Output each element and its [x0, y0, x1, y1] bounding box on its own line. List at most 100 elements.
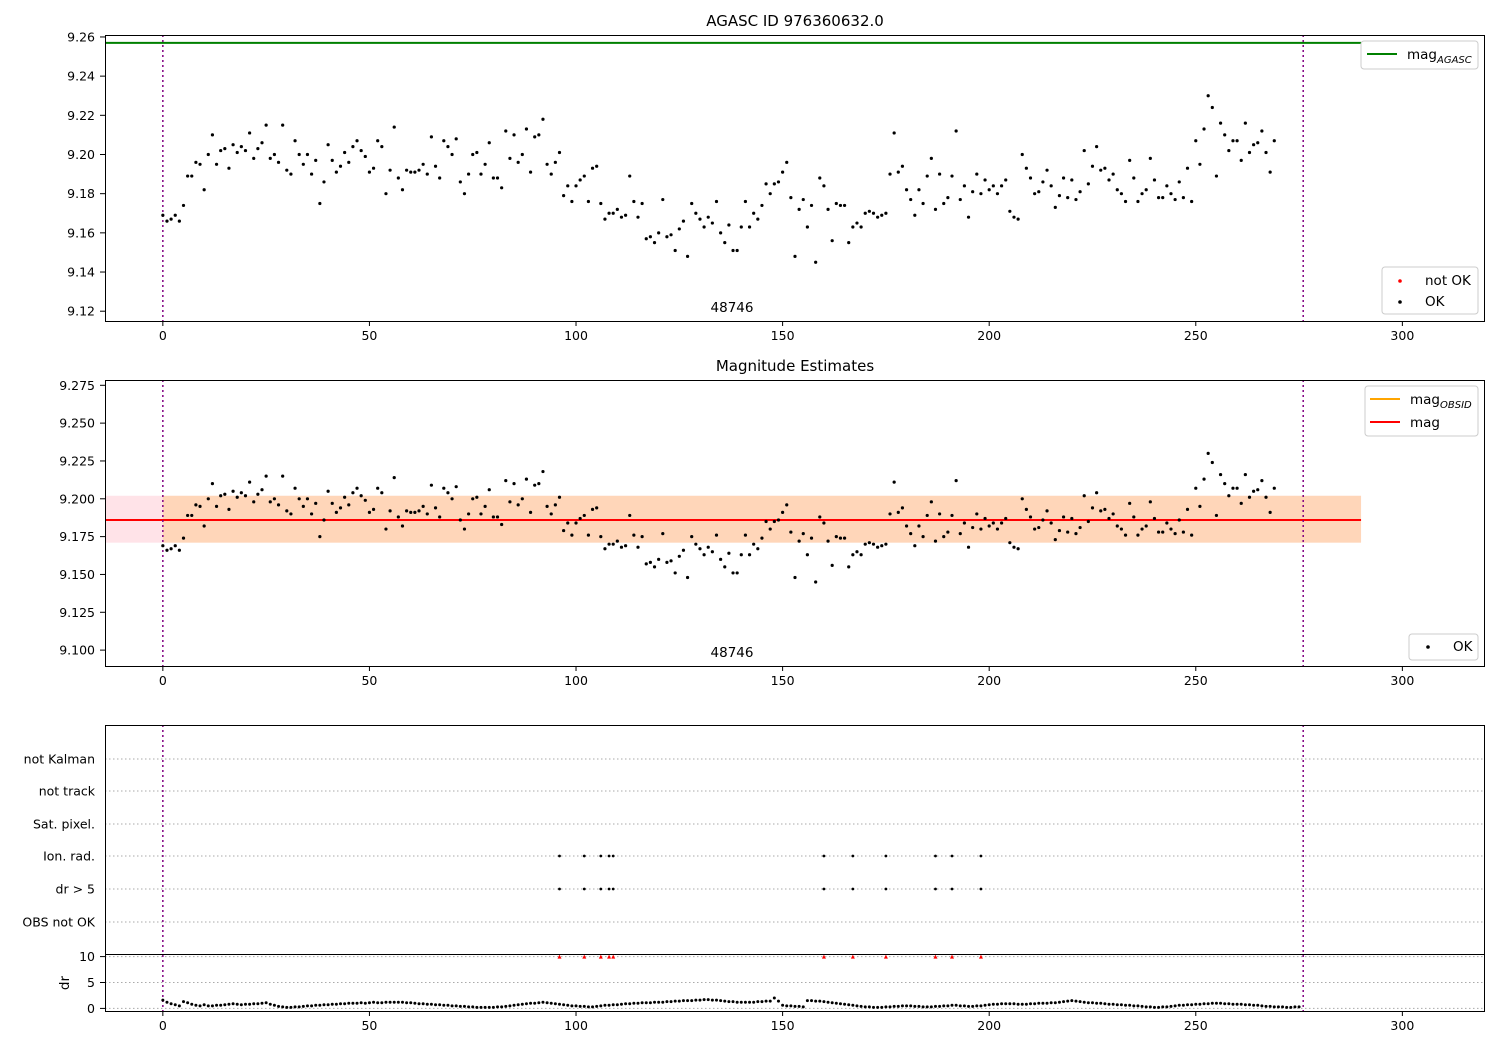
ok-point: [657, 557, 661, 561]
ok-point: [847, 565, 851, 569]
ok-point: [925, 174, 929, 178]
ok-point: [640, 535, 644, 539]
ok-point: [991, 184, 995, 188]
dr-point: [785, 1004, 789, 1008]
ok-point: [537, 133, 541, 137]
dr-point: [438, 1003, 442, 1007]
ok-point: [363, 498, 367, 502]
ok-point: [429, 483, 434, 487]
ok-point: [545, 162, 549, 166]
ok-point: [281, 123, 285, 127]
magnitude-obsid-label: 48746: [711, 645, 754, 661]
dr-point: [169, 1002, 173, 1006]
ok-point: [760, 203, 764, 208]
ok-point: [859, 553, 863, 557]
dr-point: [347, 1001, 351, 1005]
flags-panel: not Kalman not track Sat. pixel. Ion. rad. d…: [22, 725, 1485, 1033]
ok-point: [1272, 486, 1276, 490]
dr-point: [1293, 1005, 1297, 1009]
dr-point: [1103, 1002, 1107, 1006]
dr-point: [913, 1004, 917, 1008]
agasc-lower-legend[interactable]: not OK OK: [1381, 266, 1479, 315]
ok-point: [194, 160, 198, 164]
magnitude-upper-legend[interactable]: magOBSID mag: [1364, 385, 1479, 437]
ok-point: [942, 201, 946, 206]
agasc-upper-legend[interactable]: magAGASC: [1360, 40, 1479, 70]
flag-point: [851, 887, 855, 891]
ok-point: [524, 477, 529, 481]
dr-point: [781, 1003, 785, 1007]
dr-point: [810, 999, 814, 1003]
flag-row-label: Ion. rad.: [43, 849, 95, 864]
ok-point: [173, 213, 177, 217]
ok-point: [487, 488, 491, 492]
ok-point: [223, 492, 227, 496]
ok-point: [1252, 143, 1256, 147]
ok-point: [1231, 486, 1235, 490]
ok-point: [1070, 178, 1074, 182]
ok-point: [363, 154, 367, 159]
ok-point: [442, 139, 446, 143]
ok-point: [1128, 501, 1132, 505]
dr-point: [644, 1001, 648, 1005]
dr-point: [467, 1005, 471, 1009]
ok-point: [1004, 516, 1008, 521]
ok-point: [1173, 197, 1177, 202]
ok-point: [1016, 547, 1020, 551]
ok-point: [516, 160, 520, 164]
dr-point: [1078, 1000, 1082, 1004]
ok-point: [888, 172, 892, 176]
ok-point: [1123, 533, 1128, 537]
ok-point: [1264, 495, 1268, 499]
dr-point: [971, 1004, 975, 1008]
dr-point: [1165, 1005, 1169, 1009]
dr-point: [557, 1002, 561, 1006]
dr-point: [1070, 999, 1074, 1003]
ok-point: [334, 170, 338, 174]
y-tick-label: 9.18: [67, 186, 95, 201]
ok-point: [1152, 178, 1157, 182]
ok-point: [400, 524, 405, 528]
ok-point: [764, 182, 768, 186]
ok-point: [1206, 94, 1210, 98]
ok-point: [826, 207, 830, 211]
ok-point: [1090, 506, 1095, 510]
ok-point: [789, 530, 793, 534]
ok-point: [826, 539, 830, 543]
x-tick-label: 150: [771, 1018, 795, 1033]
ok-point: [595, 164, 599, 168]
dr-point: [1049, 1001, 1053, 1005]
dr-point: [334, 1002, 338, 1006]
ok-point: [380, 145, 384, 149]
agasc-panel-title: AGASC ID 976360632.0: [706, 12, 884, 30]
magnitude-lower-legend[interactable]: OK: [1408, 633, 1479, 661]
ok-point: [1033, 192, 1037, 196]
ok-point: [723, 241, 727, 245]
ok-point: [1198, 162, 1202, 166]
ok-point: [301, 504, 305, 508]
dr-point: [1276, 1005, 1280, 1009]
ok-point: [1123, 199, 1128, 204]
y-tick-label: 9.22: [67, 108, 95, 123]
ok-point: [781, 510, 785, 515]
ok-point: [413, 510, 417, 515]
ok-point: [983, 516, 987, 521]
ok-point: [975, 172, 979, 176]
ok-point: [855, 550, 859, 554]
dr-point: [1008, 1002, 1012, 1006]
dr-point: [1020, 1002, 1024, 1006]
ok-point: [243, 494, 248, 498]
flag-point: [558, 887, 561, 891]
ok-point: [743, 199, 748, 204]
dr-point: [186, 1001, 190, 1005]
ok-point: [574, 184, 578, 188]
flag-point: [851, 854, 855, 858]
ok-point: [863, 211, 867, 215]
ok-point: [504, 129, 508, 133]
ok-point: [285, 168, 289, 172]
ok-point: [685, 575, 690, 580]
dr-point: [1252, 1003, 1256, 1007]
ok-point: [268, 156, 272, 161]
ok-point: [512, 133, 516, 137]
y-tick-label: 9.175: [59, 529, 95, 544]
